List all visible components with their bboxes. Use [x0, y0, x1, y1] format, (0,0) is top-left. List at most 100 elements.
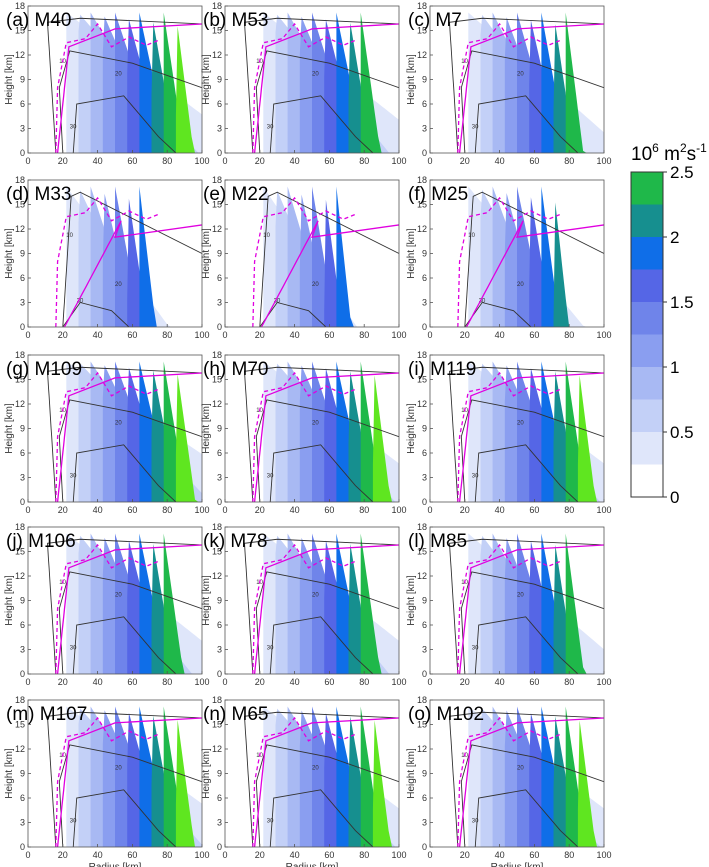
panel-title: (l) M85	[408, 531, 467, 552]
x-tick-label: 100	[596, 330, 611, 340]
contour-label: 30	[274, 299, 281, 305]
y-axis-label: Height [km]	[201, 54, 212, 105]
contour-band	[127, 180, 202, 327]
x-tick-label: 80	[359, 330, 369, 340]
x-tick-label: 0	[222, 677, 227, 687]
panel-4: 10 20 30 0 3 6 9 12 15 18 0 20 40 60 80 100 Height [km] (…	[201, 175, 407, 340]
y-tick-label: 0	[20, 322, 25, 332]
contour-band	[175, 700, 202, 847]
x-tick-label: 100	[596, 850, 611, 860]
y-tick-label: 0	[422, 497, 427, 507]
panel-title: (c) M7	[408, 10, 462, 31]
y-tick-label: 18	[212, 522, 222, 532]
x-tick-label: 80	[564, 850, 574, 860]
x-tick-label: 20	[460, 156, 470, 166]
tropopause-solid-line	[253, 717, 399, 847]
tropopause-solid-line	[260, 220, 399, 327]
panel-5: 10 20 30 0 3 6 9 12 15 18 0 20 40 60 80 100 Height [km] (…	[406, 175, 612, 340]
x-tick-label: 0	[222, 505, 227, 515]
contour-label: 30	[472, 125, 479, 131]
contour-line	[72, 789, 177, 847]
filled-contours	[468, 527, 604, 674]
y-tick-label: 3	[422, 645, 427, 655]
y-tick-label: 18	[212, 175, 222, 185]
colorbar-band	[631, 204, 663, 237]
y-tick-label: 12	[212, 571, 222, 581]
x-tick-label: 40	[495, 505, 505, 515]
y-tick-label: 15	[212, 26, 222, 36]
y-tick-label: 9	[217, 75, 222, 85]
y-tick-label: 15	[15, 720, 25, 730]
y-tick-label: 15	[417, 720, 427, 730]
contour-line	[58, 399, 202, 502]
contour-band	[139, 180, 202, 327]
x-tick-label: 0	[222, 850, 227, 860]
tropopause-solid-line	[458, 372, 604, 502]
y-axis-label: Height [km]	[406, 228, 417, 279]
contour-band	[360, 355, 399, 502]
x-tick-label: 40	[93, 850, 103, 860]
y-tick-label: 0	[20, 148, 25, 158]
x-tick-label: 20	[58, 505, 68, 515]
y-tick-label: 12	[15, 224, 25, 234]
y-tick-label: 15	[417, 547, 427, 557]
x-tick-label: 60	[529, 330, 539, 340]
y-axis-label: Height [km]	[406, 575, 417, 626]
contour-label: 30	[70, 125, 77, 131]
tropopause-dashed-line	[55, 716, 159, 847]
x-tick-label: 20	[58, 850, 68, 860]
contour-label: 30	[70, 646, 77, 652]
contour-band	[336, 180, 399, 327]
panel-title: (g) M109	[6, 359, 82, 380]
y-axis-label: Height [km]	[406, 748, 417, 799]
y-tick-label: 15	[15, 547, 25, 557]
y-tick-label: 0	[217, 148, 222, 158]
y-tick-label: 15	[15, 200, 25, 210]
filled-contours	[66, 700, 202, 847]
y-tick-label: 3	[20, 124, 25, 134]
contour-line	[460, 744, 604, 847]
y-tick-label: 6	[422, 620, 427, 630]
y-tick-label: 9	[422, 249, 427, 259]
contour-band	[577, 355, 604, 502]
y-tick-label: 6	[217, 620, 222, 630]
contour-label: 30	[479, 299, 486, 305]
y-tick-label: 18	[212, 695, 222, 705]
y-tick-label: 12	[212, 399, 222, 409]
x-tick-label: 40	[495, 850, 505, 860]
contour-band	[372, 355, 399, 502]
contour-label: 30	[267, 819, 274, 825]
contour-band	[565, 700, 604, 847]
contour-line	[255, 50, 399, 153]
y-tick-label: 18	[417, 522, 427, 532]
y-tick-label: 9	[20, 769, 25, 779]
y-tick-label: 15	[212, 200, 222, 210]
tropopause-solid-line	[56, 717, 202, 847]
y-tick-label: 9	[20, 596, 25, 606]
panel-title: (h) M70	[203, 359, 268, 380]
x-tick-label: 100	[391, 677, 406, 687]
contour-label: 30	[472, 819, 479, 825]
x-tick-label: 80	[359, 677, 369, 687]
y-axis-label: Height [km]	[4, 403, 15, 454]
panel-title: (b) M53	[203, 10, 268, 31]
contour-line	[464, 191, 604, 327]
x-tick-label: 40	[495, 677, 505, 687]
y-axis-label: Height [km]	[201, 228, 212, 279]
y-tick-label: 3	[217, 298, 222, 308]
x-tick-label: 80	[162, 850, 172, 860]
x-tick-label: 80	[162, 505, 172, 515]
x-tick-label: 40	[495, 330, 505, 340]
x-tick-label: 80	[359, 156, 369, 166]
y-tick-label: 0	[217, 842, 222, 852]
tropopause-dashed-line	[55, 196, 159, 327]
y-tick-label: 15	[212, 547, 222, 557]
y-tick-label: 3	[20, 645, 25, 655]
contour-label: 20	[312, 71, 319, 77]
